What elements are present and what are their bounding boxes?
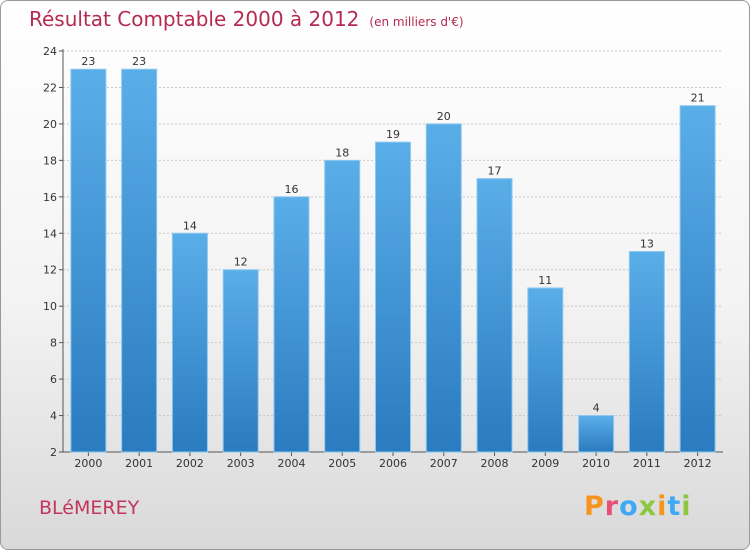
x-tick-label: 2004 <box>277 457 305 470</box>
data-label: 19 <box>386 128 400 141</box>
bar[interactable] <box>578 415 615 453</box>
y-tick-label: 12 <box>43 264 57 277</box>
data-labels: 23 23 14 12 16 18 19 20 17 11 4 13 21 <box>81 55 704 414</box>
bar[interactable] <box>679 105 716 453</box>
x-tick-label: 2007 <box>430 457 458 470</box>
data-label: 21 <box>691 92 705 105</box>
bar[interactable] <box>222 269 259 453</box>
bar[interactable] <box>476 178 513 453</box>
logo-letter: i <box>657 491 668 522</box>
bar[interactable] <box>171 232 208 453</box>
y-tick-label: 22 <box>43 81 57 94</box>
data-label: 23 <box>81 55 95 68</box>
bar[interactable] <box>121 68 158 453</box>
bar[interactable] <box>425 123 462 453</box>
logo-letter: t <box>667 491 682 522</box>
y-tick-label: 6 <box>50 373 57 386</box>
y-tick-label: 10 <box>43 300 57 313</box>
data-label: 23 <box>132 55 146 68</box>
title-text: Résultat Comptable 2000 à 2012 <box>29 7 360 31</box>
data-label: 20 <box>437 110 451 123</box>
data-label: 13 <box>640 238 654 251</box>
x-tick-label: 2002 <box>176 457 204 470</box>
logo-letter: x <box>638 491 658 522</box>
y-tick-label: 24 <box>43 45 57 58</box>
x-tick-label: 2005 <box>328 457 356 470</box>
data-label: 16 <box>284 183 298 196</box>
data-label: 17 <box>488 165 502 178</box>
bar[interactable] <box>70 68 107 453</box>
bar[interactable] <box>273 196 310 453</box>
y-tick-label: 14 <box>43 227 57 240</box>
x-tick-label: 2001 <box>125 457 153 470</box>
bars <box>70 68 716 453</box>
x-tick-label: 2012 <box>684 457 712 470</box>
logo-letter: P <box>584 491 605 522</box>
data-label: 11 <box>538 274 552 287</box>
y-tick-label: 8 <box>50 337 57 350</box>
y-tick-label: 20 <box>43 118 57 131</box>
logo-letter: o <box>619 491 639 522</box>
y-tick-label: 4 <box>50 410 57 423</box>
bar[interactable] <box>324 159 361 453</box>
logo-letter: i <box>681 491 692 522</box>
data-label: 18 <box>335 146 349 159</box>
x-tick-label: 2003 <box>227 457 255 470</box>
x-tick-label: 2011 <box>633 457 661 470</box>
data-label: 12 <box>234 256 248 269</box>
y-tick-label: 2 <box>50 446 57 459</box>
y-tick-label: 18 <box>43 154 57 167</box>
x-tick-label: 2008 <box>481 457 509 470</box>
proxiti-logo[interactable]: Proxiti <box>584 491 692 522</box>
bar[interactable] <box>375 141 411 453</box>
bar[interactable] <box>628 251 665 453</box>
commune-name: BLéMEREY <box>39 497 140 519</box>
bar[interactable] <box>527 287 564 453</box>
x-tick-label: 2010 <box>582 457 610 470</box>
data-label: 4 <box>593 402 600 415</box>
x-tick-label: 2009 <box>531 457 559 470</box>
logo-letter: r <box>604 491 620 522</box>
unit-text: (en milliers d'€) <box>369 15 464 29</box>
x-tick-label: 2006 <box>379 457 407 470</box>
x-tick-label: 2000 <box>74 457 102 470</box>
y-tick-label: 16 <box>43 191 57 204</box>
chart-title: Résultat Comptable 2000 à 2012 (en millie… <box>29 7 464 31</box>
data-label: 14 <box>183 219 197 232</box>
